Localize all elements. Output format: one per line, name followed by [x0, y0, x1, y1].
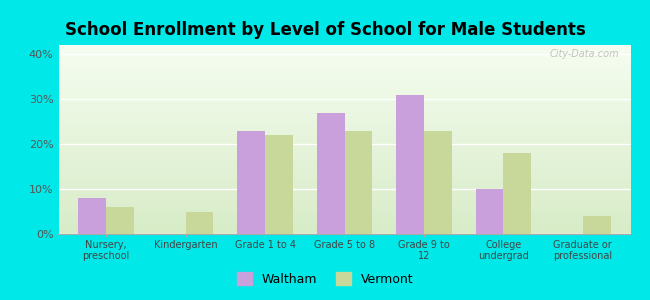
Text: City-Data.com: City-Data.com: [549, 49, 619, 59]
Bar: [396, 94, 424, 234]
Bar: [265, 135, 293, 234]
Bar: [317, 112, 345, 234]
Bar: [476, 189, 503, 234]
Bar: [79, 198, 106, 234]
Bar: [344, 130, 372, 234]
Bar: [186, 212, 213, 234]
Legend: Waltham, Vermont: Waltham, Vermont: [231, 267, 419, 291]
Bar: [503, 153, 531, 234]
Text: School Enrollment by Level of School for Male Students: School Enrollment by Level of School for…: [64, 21, 586, 39]
Bar: [237, 130, 265, 234]
Bar: [106, 207, 134, 234]
Bar: [424, 130, 452, 234]
Bar: [583, 216, 610, 234]
